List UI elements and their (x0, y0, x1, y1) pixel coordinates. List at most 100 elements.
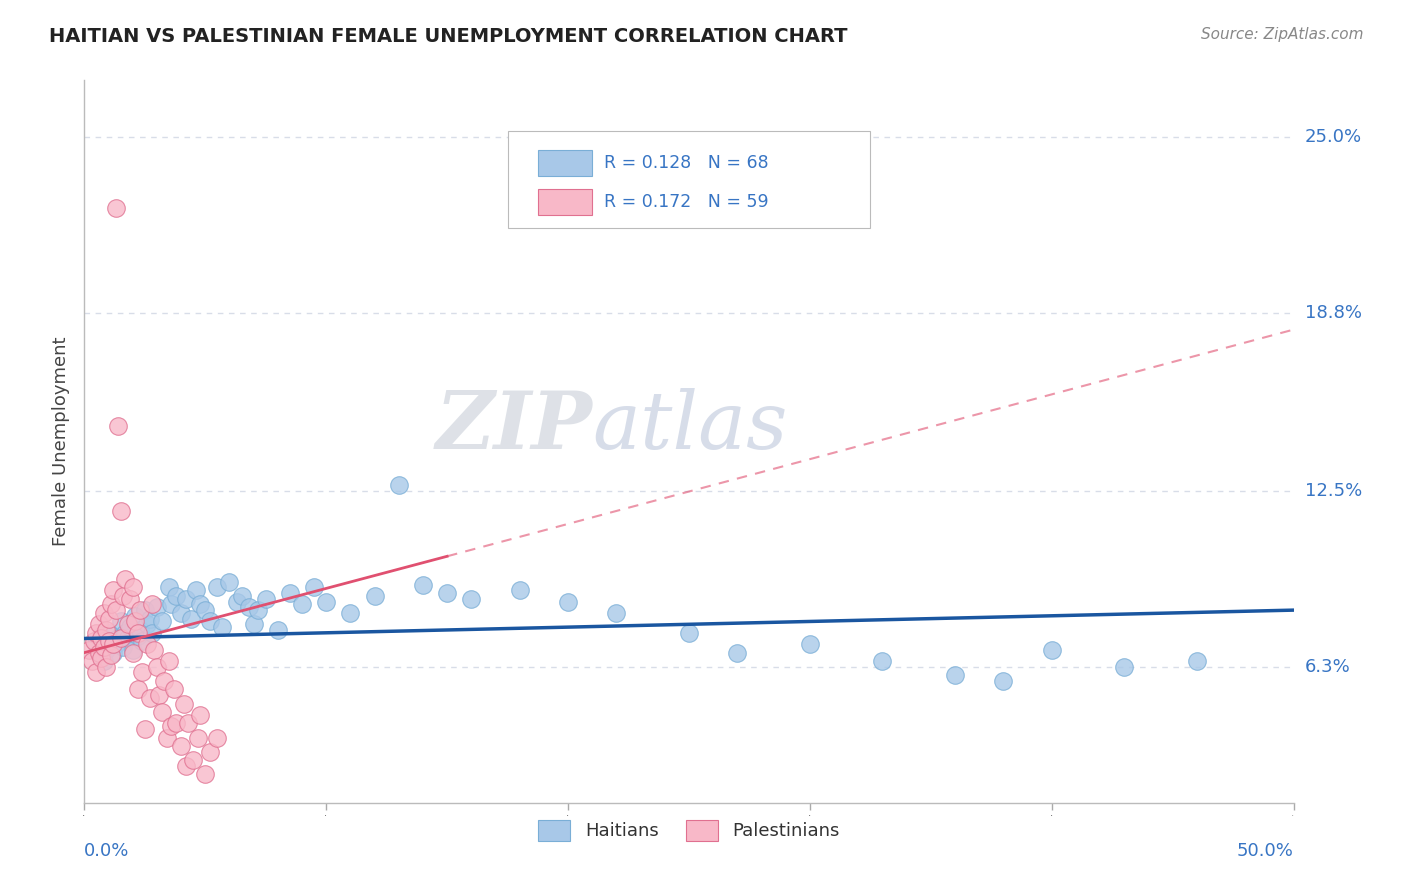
Point (83, 634, 105, 648)
Text: 25.0%: 25.0% (1305, 128, 1362, 146)
Point (211, 620, 233, 634)
Point (198, 745, 221, 759)
Point (112, 589, 135, 603)
Point (165, 589, 187, 603)
Point (80, 654, 103, 668)
Text: R = 0.128   N = 68: R = 0.128 N = 68 (605, 153, 769, 171)
Point (136, 617, 159, 632)
Point (150, 705, 173, 719)
Point (100, 598, 122, 612)
Text: Source: ZipAtlas.com: Source: ZipAtlas.com (1201, 27, 1364, 42)
Point (127, 625, 149, 640)
Point (143, 642, 166, 657)
Point (131, 634, 153, 648)
Point (138, 612, 160, 626)
Text: 6.3%: 6.3% (1305, 657, 1350, 676)
Point (194, 767, 217, 781)
Text: HAITIAN VS PALESTINIAN FEMALE UNEMPLOYMENT CORRELATION CHART: HAITIAN VS PALESTINIAN FEMALE UNEMPLOYME… (49, 27, 848, 45)
Point (148, 688, 170, 702)
Text: 0.0%: 0.0% (84, 842, 129, 860)
Point (412, 577, 434, 591)
Point (94, 660, 117, 674)
Point (160, 719, 183, 733)
Point (160, 598, 183, 612)
Point (124, 608, 146, 623)
Point (174, 591, 197, 606)
Point (94, 623, 117, 637)
Point (146, 660, 169, 674)
Point (110, 632, 132, 646)
Point (87, 646, 110, 660)
Point (129, 623, 152, 637)
Point (150, 615, 173, 629)
Point (163, 682, 186, 697)
Point (100, 634, 122, 648)
Point (678, 625, 700, 640)
Point (104, 603, 127, 617)
Point (77, 642, 100, 657)
Point (460, 591, 482, 606)
Point (872, 654, 894, 668)
Point (388, 478, 411, 492)
Point (198, 615, 221, 629)
FancyBboxPatch shape (508, 131, 870, 228)
Point (170, 606, 193, 620)
Point (605, 606, 627, 620)
Point (363, 589, 385, 603)
Point (225, 594, 247, 608)
Point (97, 625, 120, 640)
Point (180, 612, 202, 626)
Point (157, 581, 180, 595)
Point (107, 632, 129, 646)
Point (799, 637, 821, 651)
Legend: Haitians, Palestinians: Haitians, Palestinians (530, 813, 848, 848)
Point (207, 581, 229, 595)
Point (146, 600, 169, 615)
Text: 18.8%: 18.8% (1305, 303, 1361, 322)
Point (124, 615, 146, 629)
Point (170, 739, 193, 753)
Point (90, 632, 112, 646)
Point (136, 637, 159, 651)
Point (993, 673, 1015, 688)
Point (278, 586, 301, 600)
Point (141, 625, 163, 640)
Point (131, 665, 153, 680)
Point (120, 620, 142, 634)
Text: 12.5%: 12.5% (1305, 482, 1362, 500)
Point (117, 632, 139, 646)
Point (127, 682, 149, 697)
Point (93, 640, 115, 654)
Point (100, 648, 122, 663)
Point (1185, 654, 1208, 668)
Point (238, 600, 260, 615)
Point (247, 603, 270, 617)
Point (242, 617, 264, 632)
Point (177, 716, 200, 731)
Point (302, 581, 325, 595)
Point (104, 637, 127, 651)
Point (134, 603, 156, 617)
Point (165, 716, 187, 731)
Point (138, 690, 160, 705)
Point (509, 583, 531, 598)
Point (110, 615, 132, 629)
Point (129, 603, 152, 617)
Point (339, 606, 361, 620)
Point (141, 598, 163, 612)
Point (93, 654, 115, 668)
Point (110, 504, 132, 518)
Point (103, 646, 125, 660)
Point (267, 623, 290, 637)
Point (97, 612, 120, 626)
Point (943, 668, 966, 682)
FancyBboxPatch shape (538, 189, 592, 215)
Point (181, 753, 204, 767)
Point (174, 759, 197, 773)
Point (157, 654, 180, 668)
Point (190, 708, 212, 723)
Point (194, 603, 217, 617)
Point (97, 634, 120, 648)
Point (173, 697, 195, 711)
Point (112, 640, 135, 654)
